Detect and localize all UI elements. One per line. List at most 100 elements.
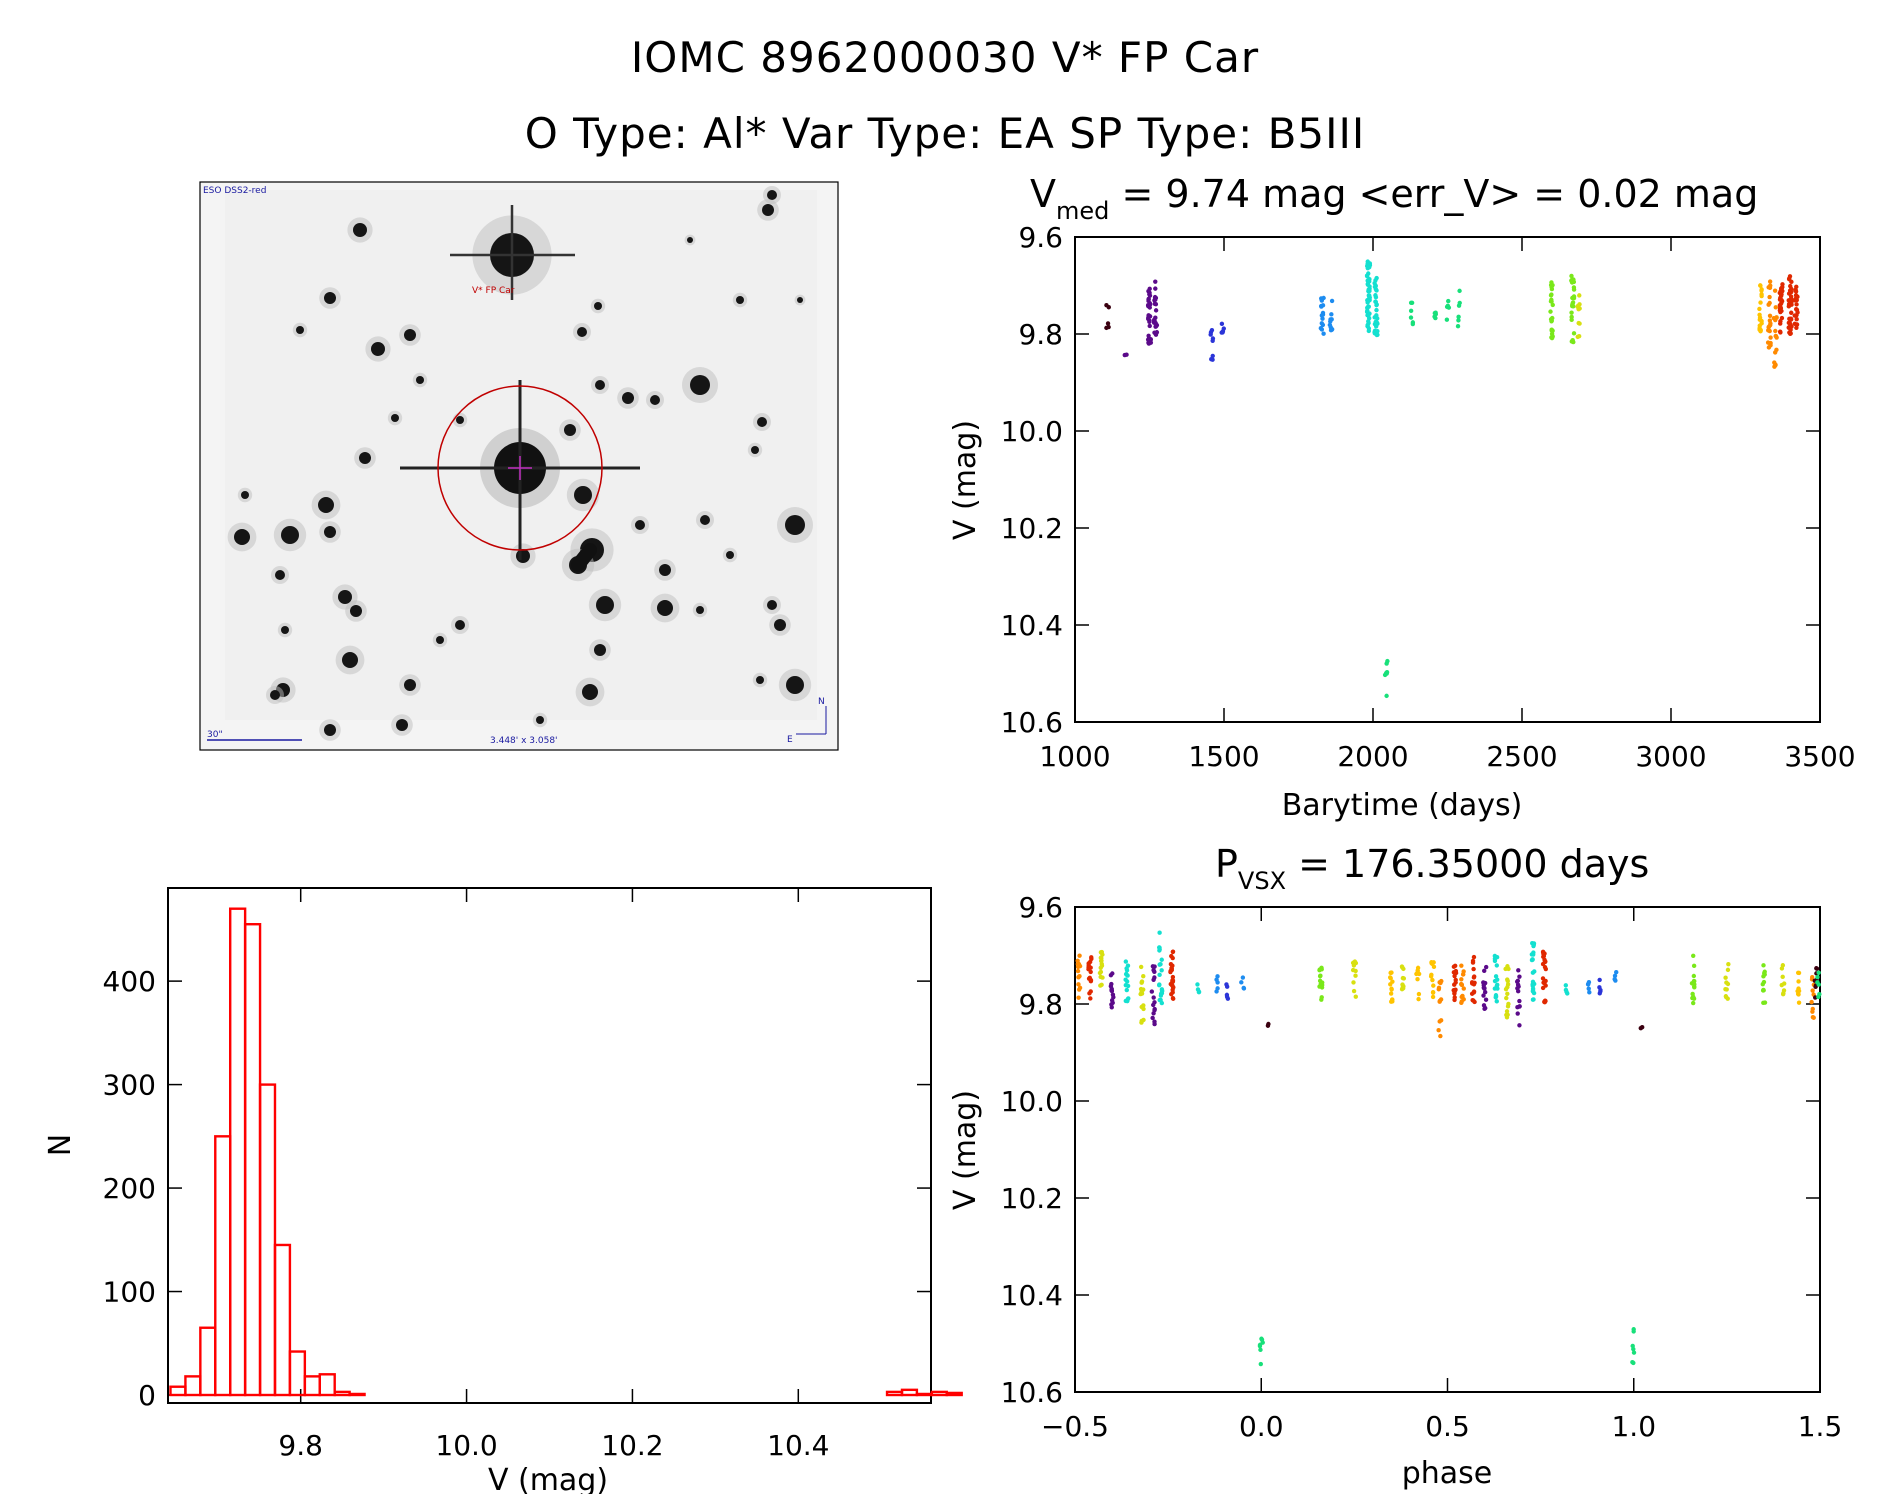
- lightcurve-point: [1757, 306, 1762, 312]
- star: [350, 605, 362, 617]
- phased-ytick-label: 9.6: [1018, 891, 1063, 924]
- star: [296, 326, 304, 334]
- star: [756, 676, 764, 684]
- phased-point: [1429, 960, 1434, 965]
- phased-point: [1075, 958, 1080, 964]
- lightcurve-xlabel: Barytime (days): [1282, 788, 1523, 823]
- phased-ytick-label: 10.6: [1001, 1376, 1063, 1409]
- phased-point: [1597, 991, 1602, 996]
- lightcurve-point: [1367, 265, 1372, 270]
- star: [786, 676, 804, 694]
- lightcurve-point: [1374, 313, 1379, 318]
- phased-point: [1814, 966, 1819, 971]
- phased-point: [1461, 997, 1466, 1002]
- phased-ytick-label: 10.0: [1001, 1085, 1063, 1118]
- phased-point: [1505, 964, 1510, 969]
- phased-point: [1414, 971, 1419, 977]
- lightcurve-title-sub: med: [1056, 197, 1109, 225]
- lightcurve-point: [1373, 324, 1379, 329]
- lightcurve-point: [1779, 315, 1785, 321]
- header-subtitle: O Type: Al* Var Type: EA SP Type: B5III: [525, 109, 1366, 158]
- lightcurve-point: [1374, 332, 1380, 338]
- phased-point: [1796, 970, 1802, 976]
- lightcurve-point: [1374, 307, 1379, 313]
- phased-point: [1504, 1009, 1510, 1014]
- phased-point: [1241, 985, 1246, 991]
- lightcurve-point: [1767, 294, 1772, 300]
- phased-point: [1075, 964, 1081, 970]
- lightcurve-point: [1549, 297, 1554, 303]
- lightcurve-point: [1210, 353, 1215, 359]
- star: [404, 679, 416, 691]
- lightcurve-point: [1778, 286, 1784, 291]
- lightcurve-point: [1367, 284, 1372, 289]
- histogram-xtick-label: 10.0: [435, 1429, 497, 1462]
- phased-point: [1691, 963, 1697, 969]
- phased-point: [1451, 988, 1456, 993]
- phased-point: [1810, 974, 1815, 980]
- lightcurve-point: [1366, 315, 1372, 321]
- star: [767, 600, 777, 610]
- phased-point: [1350, 960, 1356, 966]
- phased-point: [1515, 1011, 1520, 1016]
- phased-point: [1401, 976, 1407, 981]
- lightcurve-point: [1385, 658, 1390, 664]
- phased-point: [1542, 998, 1548, 1003]
- lightcurve-point: [1209, 327, 1215, 333]
- phased-point: [1100, 975, 1105, 980]
- phased-point: [1515, 1005, 1520, 1010]
- histogram-bar: [169, 1385, 187, 1397]
- lightcurve-point: [1146, 316, 1151, 322]
- phased-point: [1492, 978, 1498, 984]
- target-name-label: V* FP Car: [472, 286, 515, 296]
- lightcurve-point: [1767, 313, 1773, 318]
- star: [404, 329, 416, 341]
- phased-point: [1459, 982, 1464, 987]
- star: [767, 190, 777, 200]
- phased-point: [1472, 980, 1477, 985]
- histogram-frame: [167, 887, 932, 1404]
- phased-point: [1152, 1021, 1157, 1027]
- star-field: [227, 186, 813, 741]
- lightcurve-point: [1209, 357, 1214, 362]
- phased-point: [1240, 975, 1246, 980]
- phased-point: [1438, 1033, 1443, 1039]
- phased-point: [1317, 967, 1322, 972]
- phased-point: [1139, 979, 1145, 984]
- lightcurve-point: [1772, 288, 1778, 293]
- phased-point: [1125, 983, 1131, 989]
- lightcurve-point: [1759, 292, 1764, 297]
- lightcurve-point: [1569, 317, 1574, 323]
- lightcurve-point: [1571, 331, 1577, 336]
- lightcurve-point: [1105, 321, 1111, 326]
- target-marker: [400, 380, 640, 560]
- phased-point: [1543, 966, 1549, 972]
- phased-point: [1563, 983, 1569, 988]
- histogram-bar: [273, 1243, 292, 1397]
- lightcurve-point: [1147, 292, 1152, 297]
- lightcurve-point: [1366, 304, 1371, 309]
- phased-point: [1170, 996, 1176, 1001]
- phased-point: [1099, 958, 1104, 963]
- phased-point: [1124, 968, 1130, 973]
- phased-point: [1170, 974, 1176, 980]
- lightcurve-title-rest: = 9.74 mag <err_V> = 0.02 mag: [1109, 172, 1758, 216]
- phased-point: [1157, 930, 1162, 935]
- lightcurve-point: [1106, 324, 1111, 330]
- phased-point: [1429, 972, 1434, 977]
- lightcurve-point: [1375, 329, 1380, 334]
- phased-point: [1452, 995, 1457, 1000]
- lightcurve-point: [1366, 320, 1371, 326]
- star: [687, 237, 693, 243]
- phased-point: [1431, 983, 1436, 988]
- phased-title-main: P: [1215, 842, 1238, 886]
- phased-point: [1159, 968, 1164, 973]
- lightcurve-point: [1768, 335, 1773, 340]
- phased-point: [1389, 986, 1394, 991]
- lightcurve-point: [1456, 314, 1461, 320]
- lightcurve-point: [1329, 298, 1335, 304]
- lightcurve-point: [1432, 310, 1438, 316]
- lightcurve-point: [1767, 300, 1772, 306]
- phased-point: [1597, 977, 1602, 983]
- phased-point: [1531, 981, 1537, 987]
